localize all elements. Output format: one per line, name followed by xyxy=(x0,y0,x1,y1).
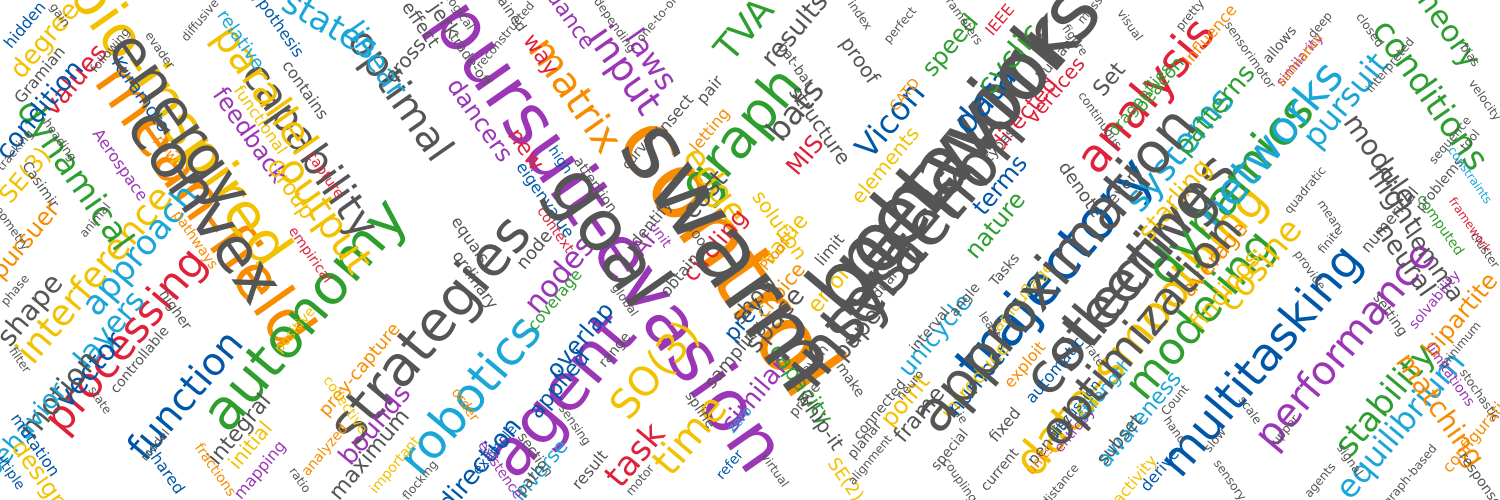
word-perfect: perfect xyxy=(880,4,920,46)
word-cluster: cluster xyxy=(1467,229,1500,271)
word-index: index xyxy=(844,0,876,33)
word-sensory: sensory xyxy=(1210,456,1250,500)
word-current: current xyxy=(977,445,1023,495)
word-coupling: coupling xyxy=(939,455,981,500)
word-pair: pair xyxy=(692,71,727,108)
word-proof: proof xyxy=(835,31,885,89)
word-deep: deep xyxy=(1304,9,1336,41)
word-velocity: velocity xyxy=(1465,76,1500,124)
word-pursuer: pursuer xyxy=(0,195,66,285)
word-one-to-one: one-to-one xyxy=(633,0,687,45)
word-mean: mean xyxy=(1314,197,1346,233)
